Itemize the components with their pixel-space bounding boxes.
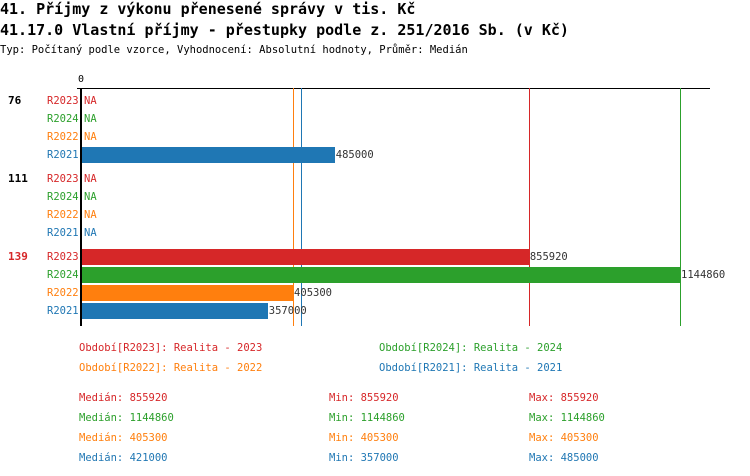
bar [81,285,294,301]
series-label: R2022 [47,287,79,299]
stat-max: Max: 855920 [529,392,599,404]
x-axis-line [77,88,710,89]
stat-min: Min: 357000 [329,452,399,464]
series-label: R2022 [47,131,79,143]
series-label: R2021 [47,149,79,161]
stat-median: Medián: 421000 [79,452,168,464]
series-label: R2024 [47,269,79,281]
bar [81,303,268,319]
stat-median: Medián: 405300 [79,432,168,444]
stat-median: Medián: 1144860 [79,412,174,424]
legend-item: Období[R2022]: Realita - 2022 [79,362,263,374]
group-label: 76 [8,94,22,107]
chart-info: Typ: Počítaný podle vzorce, Vyhodnocení:… [0,44,468,56]
value-label: 855920 [529,251,568,263]
value-label: 1144860 [681,269,726,281]
series-label: R2023 [47,95,79,107]
legend-item: Období[R2024]: Realita - 2024 [379,342,563,354]
chart-subtitle: 41.17.0 Vlastní příjmy - přestupky podle… [0,21,569,39]
group-label: 111 [8,172,28,185]
stat-min: Min: 855920 [329,392,399,404]
series-label: R2021 [47,305,79,317]
zero-axis-line [80,88,82,326]
bar [81,147,335,163]
value-label: NA [84,227,97,239]
bar [81,249,529,265]
series-label: R2023 [47,173,79,185]
series-label: R2024 [47,191,79,203]
stat-max: Max: 485000 [529,452,599,464]
bar [81,267,680,283]
median-line-R2021 [301,88,302,326]
value-label: 405300 [294,287,332,299]
value-label: NA [84,173,97,185]
value-label: NA [84,131,97,143]
median-line-R2023 [529,88,530,326]
median-line-R2024 [680,88,681,326]
group-label: 139 [8,250,28,263]
value-label: NA [84,113,97,125]
legend-item: Období[R2023]: Realita - 2023 [79,342,263,354]
series-label: R2022 [47,209,79,221]
series-label: R2024 [47,113,79,125]
stat-max: Max: 405300 [529,432,599,444]
zero-tick-label: 0 [78,74,85,85]
stat-min: Min: 1144860 [329,412,405,424]
legend-item: Období[R2021]: Realita - 2021 [379,362,563,374]
value-label: 357000 [268,305,307,317]
series-label: R2021 [47,227,79,239]
series-label: R2023 [47,251,79,263]
median-line-R2022 [293,88,294,326]
chart-title: 41. Příjmy z výkonu přenesené správy v t… [0,0,416,18]
value-label: NA [84,191,97,203]
stat-min: Min: 405300 [329,432,399,444]
stat-median: Medián: 855920 [79,392,168,404]
value-label: NA [84,209,97,221]
value-label: NA [84,95,97,107]
value-label: 485000 [335,149,374,161]
stat-max: Max: 1144860 [529,412,605,424]
